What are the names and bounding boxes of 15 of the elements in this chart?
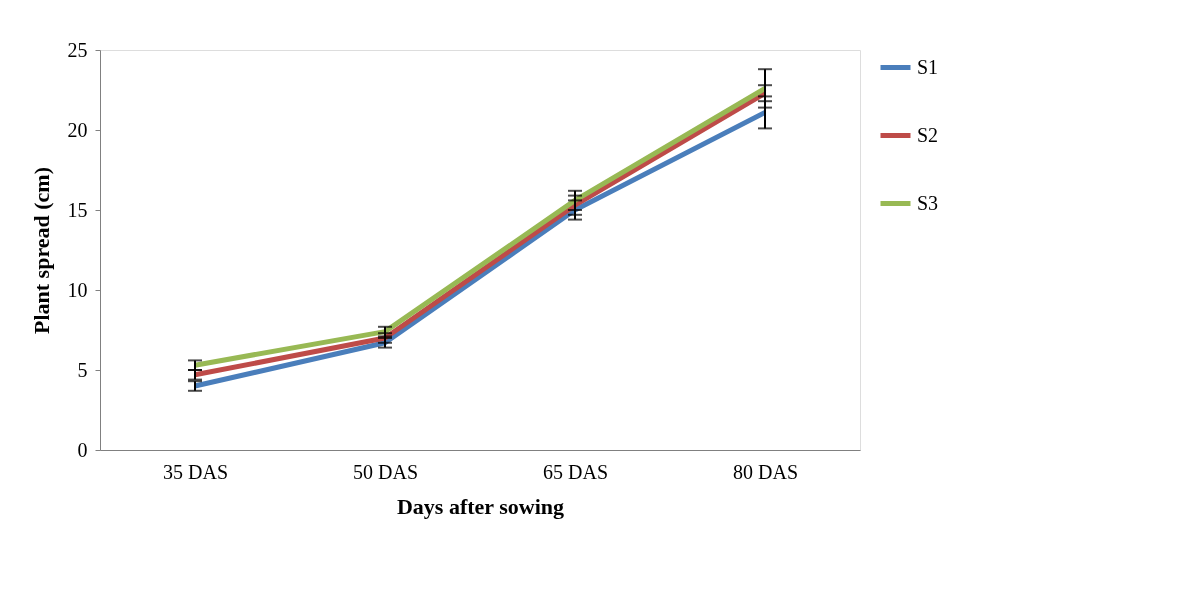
y-tick-label: 15: [67, 198, 88, 221]
y-tick-label: 0: [77, 438, 88, 461]
y-tick-label: 20: [67, 118, 88, 141]
x-axis-title: Days after sowing: [396, 493, 565, 519]
legend-label: S3: [917, 191, 939, 214]
x-tick-label: 50 DAS: [352, 460, 419, 483]
y-axis-title: Plant spread (cm): [28, 166, 54, 335]
legend-label: S1: [917, 55, 939, 78]
y-tick-label: 25: [67, 38, 88, 61]
y-tick-label: 5: [77, 358, 88, 381]
y-tick-label: 10: [67, 278, 88, 301]
x-tick-label: 35 DAS: [162, 460, 229, 483]
legend-label: S2: [917, 123, 939, 146]
x-tick-label: 65 DAS: [542, 460, 609, 483]
x-tick-label: 80 DAS: [732, 460, 799, 483]
